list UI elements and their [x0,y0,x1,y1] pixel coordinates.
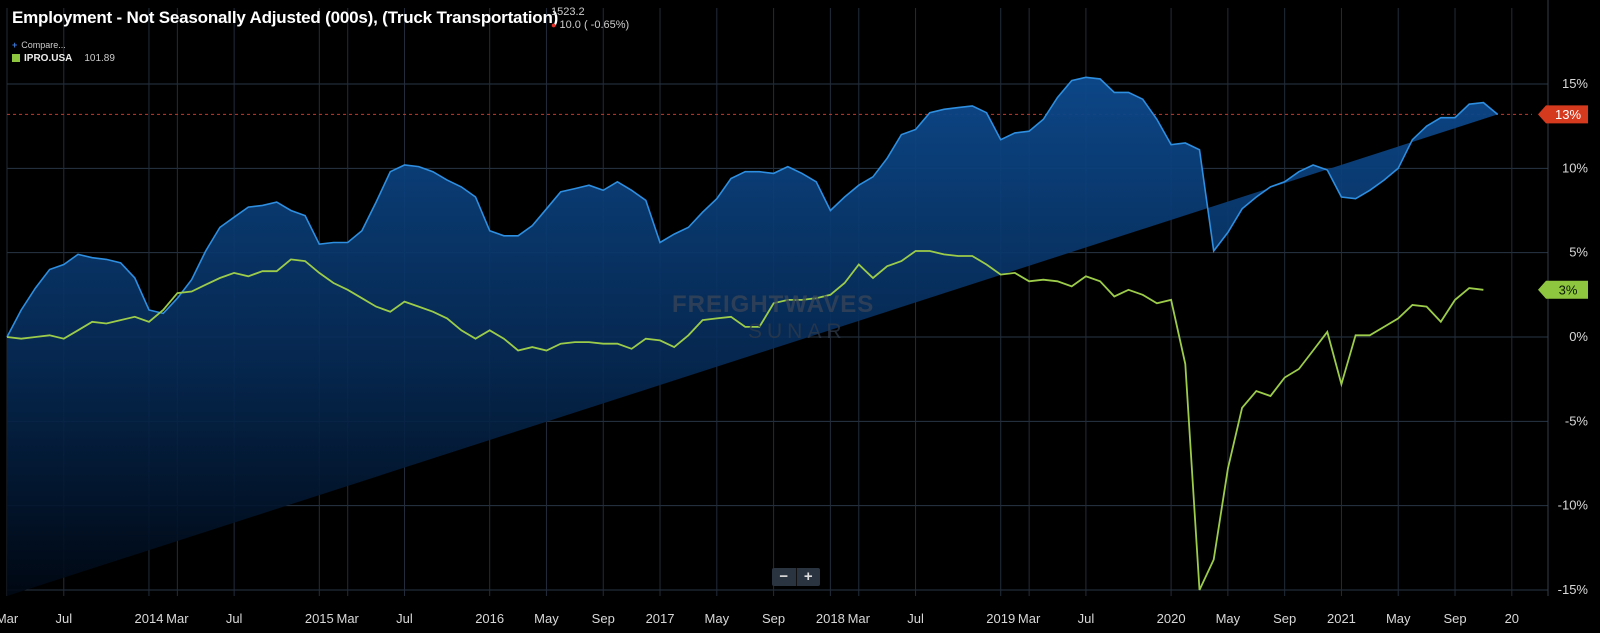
legend-series-name: IPRO.USA [24,53,73,64]
secondary-series-line [6,250,1484,591]
primary-series-area [7,77,1498,597]
x-tick-label: 20 [1505,611,1519,626]
x-tick-label: 2021 [1327,611,1356,626]
badge-label: 13% [1555,107,1581,122]
x-tick-label: Mar [166,611,189,626]
change-value: ● 10.0 ( -0.65%) [551,19,629,31]
line-layer [6,76,1499,591]
x-tick-label: May [1386,611,1411,626]
y-tick-label: 15% [1562,76,1588,91]
legend-item-ipro[interactable]: IPRO.USA 101.89 [12,53,115,64]
x-tick-label: 2017 [646,611,675,626]
zoom-controls: − + [772,568,820,586]
x-tick-label: Jul [55,611,72,626]
x-tick-label: Sep [592,611,615,626]
axis-layer: -15%-10%-5%0%5%10%15%Mar Jul 2014 Mar Jul 201… [0,76,1588,626]
compare-link[interactable]: + Compare... [12,40,66,50]
watermark-logo: FREIGHTWAVES [672,291,875,318]
x-tick-label: May [705,611,730,626]
y-tick-label: -15% [1558,582,1589,597]
y-tick-label: -10% [1558,498,1589,513]
chart-title: Employment - Not Seasonally Adjusted (00… [12,8,559,27]
x-tick-label: Jul [907,611,924,626]
x-tick-label: 2020 [1157,611,1186,626]
badge-layer: 13% 3% [1538,105,1588,299]
last-value: 1523.2 [551,6,585,18]
badge-label: 3% [1559,282,1578,297]
zoom-in-button[interactable]: + [795,568,821,586]
x-tick-label: Mar [1018,611,1041,626]
x-tick-label: Sep [1273,611,1296,626]
x-tick-label: Sep [762,611,785,626]
area-layer [7,77,1498,597]
y-tick-label: 10% [1562,160,1588,175]
zoom-out-button[interactable]: − [779,568,789,585]
x-tick-label: Mar [848,611,871,626]
primary-value-badge: 13% [1538,105,1588,124]
legend-swatch [12,54,20,63]
x-tick-label: 2016 [475,611,504,626]
x-tick-label: May [1216,611,1241,626]
secondary-value-badge: 3% [1538,280,1588,299]
y-tick-label: -5% [1565,413,1589,428]
legend-series-value: 101.89 [84,53,115,64]
x-tick-label: 2015 [305,611,334,626]
x-tick-label: May [534,611,559,626]
x-tick-label: 2014 [135,611,164,626]
y-tick-label: 0% [1569,329,1588,344]
primary-series-line [6,76,1499,338]
x-tick-label: Mar [0,611,19,626]
y-tick-label: 5% [1569,245,1588,260]
x-tick-label: Jul [396,611,413,626]
x-tick-label: 2018 [816,611,845,626]
compare-label: Compare... [21,40,66,50]
x-tick-label: Jul [226,611,243,626]
watermark-sub: SUNAR [748,320,847,343]
x-tick-label: Jul [1078,611,1095,626]
x-tick-label: Sep [1443,611,1466,626]
change-text: 10.0 ( -0.65%) [559,19,630,31]
x-tick-label: Mar [337,611,360,626]
x-tick-label: 2019 [986,611,1015,626]
change-dot-icon: ● [551,20,557,30]
plus-icon: + [12,40,18,50]
